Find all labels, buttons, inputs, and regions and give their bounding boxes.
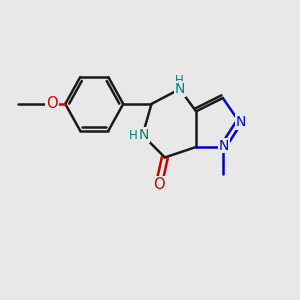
Text: H: H: [129, 129, 138, 142]
Text: N: N: [219, 139, 230, 152]
Text: N: N: [175, 82, 185, 96]
Text: N: N: [236, 115, 246, 129]
Text: N: N: [139, 128, 149, 142]
Text: H: H: [175, 74, 184, 87]
Text: O: O: [153, 177, 165, 192]
Text: O: O: [46, 96, 58, 111]
